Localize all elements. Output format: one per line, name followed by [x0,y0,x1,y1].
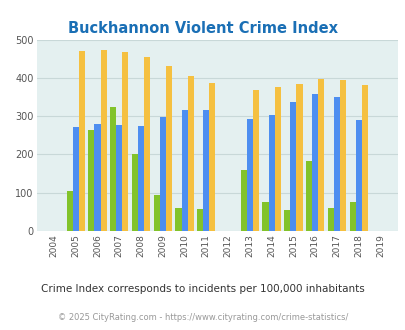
Bar [187,76,193,231]
Bar [116,125,122,231]
Bar [144,57,150,231]
Bar [311,94,318,231]
Bar [349,202,355,231]
Bar [209,83,215,231]
Bar [361,85,367,231]
Bar [153,195,159,231]
Bar [246,119,252,231]
Bar [262,202,268,231]
Bar [181,110,187,231]
Bar [66,191,72,231]
Bar [110,107,116,231]
Bar [252,90,258,231]
Text: Buckhannon Violent Crime Index: Buckhannon Violent Crime Index [68,20,337,36]
Bar [284,210,290,231]
Bar [296,84,302,231]
Bar [197,209,203,231]
Bar [88,130,94,231]
Text: Crime Index corresponds to incidents per 100,000 inhabitants: Crime Index corresponds to incidents per… [41,284,364,294]
Text: © 2025 CityRating.com - https://www.cityrating.com/crime-statistics/: © 2025 CityRating.com - https://www.city… [58,313,347,322]
Bar [175,208,181,231]
Bar [138,126,144,231]
Bar [268,115,274,231]
Bar [72,127,79,231]
Bar [333,97,339,231]
Bar [327,208,333,231]
Bar [339,80,345,231]
Bar [122,52,128,231]
Bar [203,110,209,231]
Bar [94,124,100,231]
Bar [355,120,361,231]
Bar [240,170,246,231]
Bar [165,66,171,231]
Bar [159,117,165,231]
Bar [274,87,280,231]
Bar [100,50,107,231]
Bar [79,51,85,231]
Bar [318,79,324,231]
Bar [290,102,296,231]
Bar [132,154,138,231]
Bar [305,161,311,231]
